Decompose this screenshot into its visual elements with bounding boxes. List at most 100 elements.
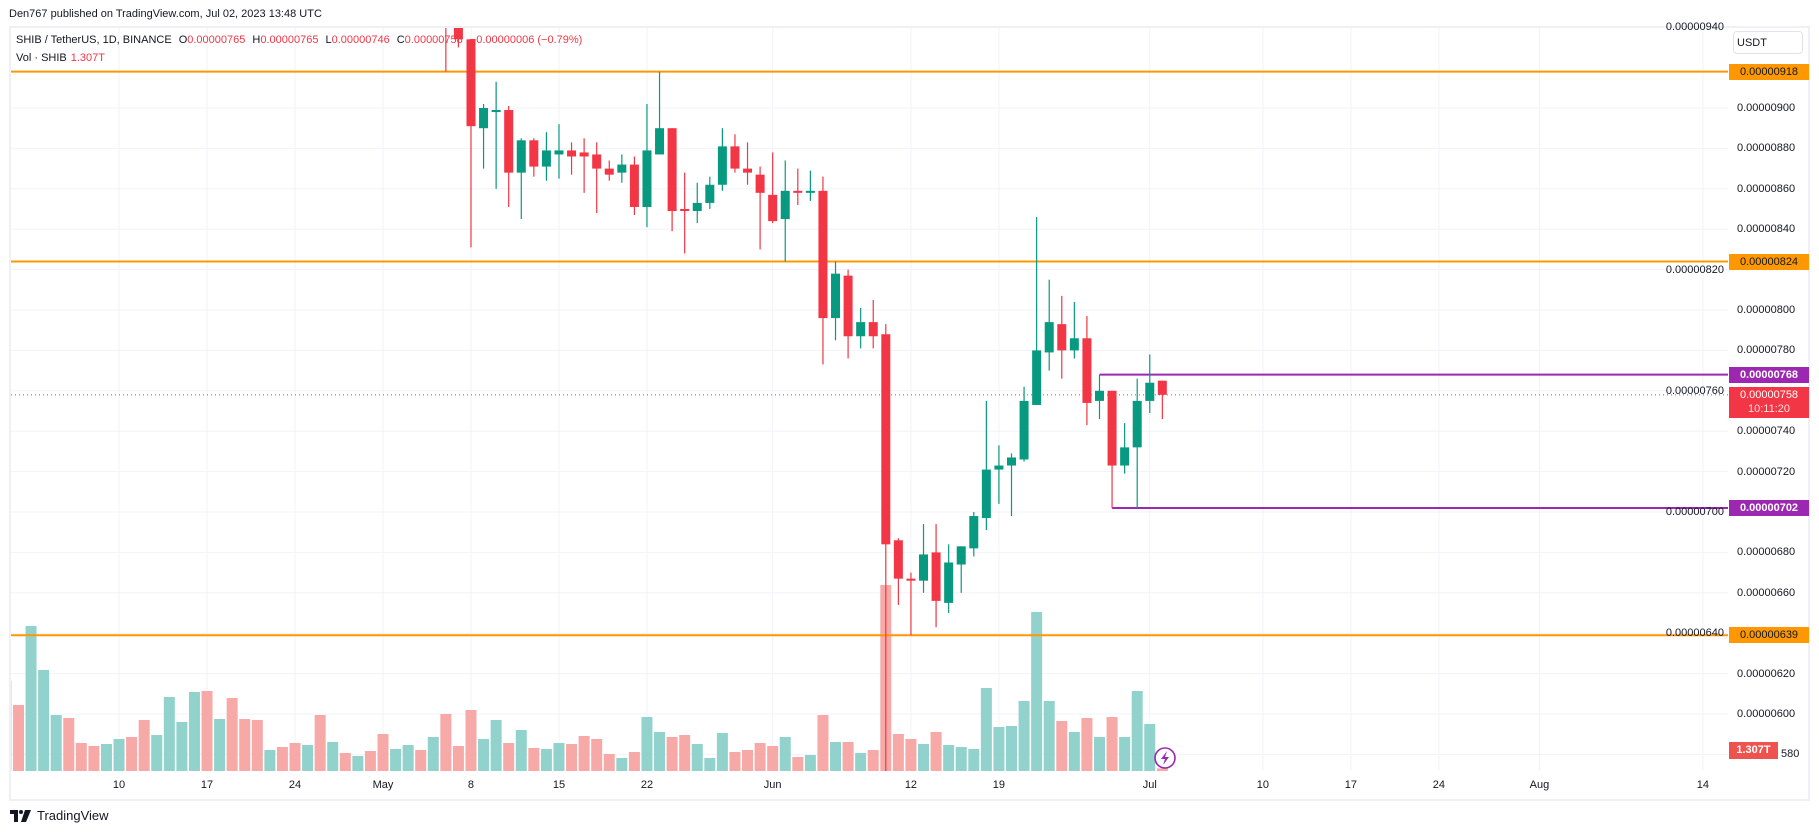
time-tick-label: 17: [1344, 779, 1357, 791]
price-tick-label: 0.00000660: [1737, 586, 1796, 599]
candle-body: [730, 146, 740, 169]
candle-body: [680, 209, 690, 212]
candle: [868, 299, 878, 349]
candle: [1120, 423, 1130, 474]
lightning-icon[interactable]: [1154, 747, 1176, 769]
candle-body: [956, 546, 966, 565]
price-tick-label: 0.00000820: [1665, 263, 1724, 276]
candle: [956, 546, 966, 593]
volume-bar: [830, 742, 842, 771]
volume-bar: [440, 714, 452, 771]
candle-body: [617, 164, 627, 173]
time-tick-label: 22: [640, 779, 654, 791]
volume-bar: [88, 746, 100, 771]
legend-symbol[interactable]: SHIB / TetherUS, 1D, BINANCE: [16, 34, 172, 46]
volume-bar: [1093, 737, 1105, 771]
candle: [1145, 354, 1155, 414]
volume-bar: [792, 757, 804, 771]
candle-body: [1132, 400, 1142, 448]
volume-series: [11, 585, 1168, 771]
candle: [981, 400, 991, 531]
tradingview-logo[interactable]: TradingView: [10, 808, 109, 823]
volume-bar: [817, 715, 829, 771]
candle: [893, 538, 903, 605]
volume-bar: [641, 717, 653, 771]
volume-bar: [515, 730, 527, 771]
candle: [831, 261, 841, 341]
volume-bar: [591, 739, 603, 771]
volume-bar: [679, 735, 691, 771]
volume-bar: [603, 754, 615, 771]
candle: [655, 71, 665, 155]
volume-bar: [239, 719, 251, 771]
candle-body: [579, 152, 589, 157]
candle-body: [1057, 324, 1067, 351]
price-tick-label: 580: [1781, 748, 1800, 761]
legend-change: −0.00000006 (−0.79%): [469, 34, 583, 46]
volume-bar: [742, 750, 754, 771]
candle-body: [1082, 338, 1092, 403]
candle-body: [743, 168, 753, 173]
candle-body: [629, 164, 639, 207]
time-tick-label: May: [372, 779, 394, 791]
time-tick-label: 12: [904, 779, 918, 791]
candle-body: [692, 202, 702, 212]
candle: [743, 142, 753, 185]
volume-bar: [12, 705, 24, 771]
candle: [768, 152, 778, 224]
candle-body: [567, 150, 577, 157]
volume-bar: [867, 750, 879, 771]
candle-body: [592, 154, 602, 169]
price-tick-label: 0.00000740: [1737, 425, 1796, 438]
volume-bar: [478, 739, 490, 771]
volume-bar: [314, 715, 326, 771]
volume-bar: [779, 737, 791, 771]
legend-open-label: O: [178, 34, 188, 46]
candle: [529, 138, 539, 177]
volume-bar: [540, 749, 552, 771]
volume-bar: [616, 758, 628, 771]
volume-bar: [1106, 717, 1118, 771]
grid: [11, 28, 1728, 771]
volume-bar: [842, 742, 854, 771]
candle-body: [1044, 322, 1054, 353]
legend-volume-value: 1.307T: [70, 52, 105, 64]
legend-volume-label[interactable]: Vol · SHIB: [16, 52, 67, 64]
volume-bar: [251, 720, 263, 771]
time-tick-label: 10: [1256, 779, 1270, 791]
candle: [567, 142, 577, 175]
candle-body: [1032, 350, 1042, 405]
time-tick-label: 19: [992, 779, 1006, 791]
volume-bar: [138, 720, 150, 771]
candle: [856, 307, 866, 349]
candle-body: [919, 554, 929, 581]
candle: [818, 176, 828, 365]
volume-bar: [452, 746, 464, 771]
volume-bar: [716, 733, 728, 771]
candle-body: [479, 108, 489, 129]
volume-bar: [1081, 718, 1093, 771]
price-tick-label: 0.00000640: [1665, 627, 1724, 640]
volume-bar: [1156, 768, 1168, 771]
volume-bar: [628, 752, 640, 771]
candle: [780, 160, 790, 262]
candle-body: [1157, 380, 1167, 395]
candle: [680, 172, 690, 254]
candle: [541, 132, 551, 181]
candle-body: [717, 146, 727, 185]
candle: [604, 160, 614, 181]
volume-bar: [1043, 701, 1055, 771]
price-tick-label: 0.00000840: [1737, 223, 1796, 236]
price-tick-label: 0.00000880: [1737, 142, 1796, 155]
candle: [629, 156, 639, 216]
volume-bar: [1031, 612, 1043, 771]
volume-bar: [352, 756, 364, 771]
candle: [931, 524, 941, 628]
volume-bar: [729, 752, 741, 771]
candle: [1132, 378, 1142, 508]
currency-button[interactable]: USDT: [1733, 31, 1803, 54]
time-tick-label: Jul: [1142, 779, 1157, 791]
candle-body: [453, 28, 463, 40]
time-tick-label: 10: [112, 779, 126, 791]
